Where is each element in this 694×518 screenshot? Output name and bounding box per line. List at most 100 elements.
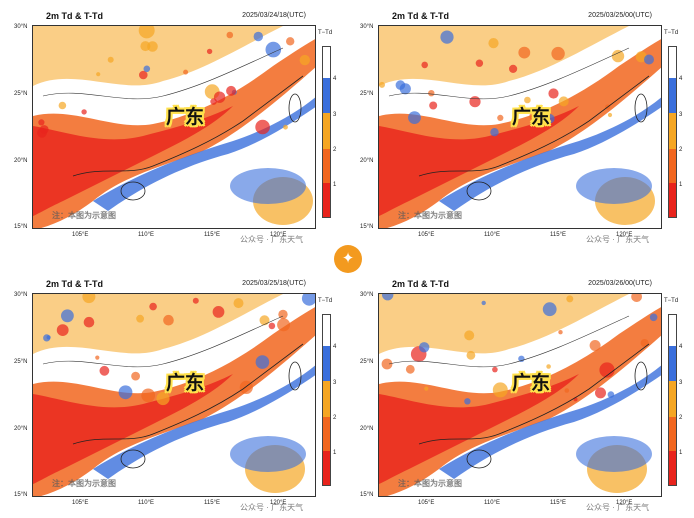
colorbar-segment <box>323 315 330 346</box>
humidity-field <box>33 374 233 484</box>
panel-date: 2025/03/25/00(UTC) <box>588 12 652 19</box>
humidity-blob <box>381 358 393 370</box>
lon-label: 110°E <box>484 232 500 238</box>
colorbar-title: T−Td <box>664 298 679 304</box>
island-outline <box>288 93 302 123</box>
colorbar-segment <box>323 47 330 78</box>
contour-line <box>388 47 630 100</box>
lat-label: 15°N <box>360 224 374 230</box>
humidity-blob <box>488 38 499 49</box>
colorbar-tick: 2 <box>333 415 337 421</box>
colorbar-tick: 2 <box>333 147 337 153</box>
humidity-field <box>93 365 315 479</box>
panel-title: 2m Td & T-Td <box>46 279 103 289</box>
humidity-blob <box>545 114 555 124</box>
humidity-blob <box>529 111 540 121</box>
humidity-blob <box>490 128 499 137</box>
map-image <box>378 25 662 229</box>
humidity-blob <box>551 46 565 61</box>
humidity-blob <box>61 309 74 323</box>
lon-label: 110°E <box>484 500 500 506</box>
humidity-blob <box>382 294 394 301</box>
island-outline <box>634 93 648 123</box>
humidity-field <box>93 97 315 211</box>
lon-label: 115°E <box>550 232 566 238</box>
humidity-blob <box>424 386 429 391</box>
humidity-blob <box>149 302 157 311</box>
humidity-blob <box>131 371 140 381</box>
humidity-blob <box>466 350 476 360</box>
lat-label: 30°N <box>14 24 28 30</box>
colorbar-segment <box>669 77 676 114</box>
watermark: 公众号 · 广东天气 <box>586 235 650 244</box>
colorbar-segment <box>323 148 330 183</box>
humidity-blob <box>649 313 658 322</box>
colorbar <box>668 46 677 218</box>
humidity-blob <box>464 398 471 405</box>
humidity-blob <box>299 54 310 66</box>
colorbar-tick: 3 <box>679 112 683 118</box>
watermark: 公众号 · 广东天气 <box>586 503 650 512</box>
humidity-blob <box>268 322 276 330</box>
humidity-blob <box>475 59 484 67</box>
lat-label: 15°N <box>14 224 28 230</box>
humidity-blob <box>107 56 114 63</box>
humidity-blob <box>139 70 148 80</box>
colorbar-segment <box>669 182 676 217</box>
humidity-blob <box>163 314 174 326</box>
humidity-blob <box>255 119 270 135</box>
humidity-field <box>230 168 306 204</box>
island-outline <box>634 361 648 391</box>
humidity-blob <box>195 382 201 388</box>
colorbar-tick: 1 <box>333 182 337 188</box>
lat-label: 30°N <box>360 24 374 30</box>
lon-label: 110°E <box>138 232 154 238</box>
humidity-blob <box>548 88 559 99</box>
humidity-blob <box>83 316 95 328</box>
humidity-blob <box>607 391 615 398</box>
lat-label: 30°N <box>14 292 28 298</box>
humidity-blob <box>213 91 226 103</box>
panel-date: 2025/03/25/18(UTC) <box>242 280 306 287</box>
colorbar <box>322 46 331 218</box>
humidity-blob <box>546 364 551 369</box>
island-outline <box>120 181 146 201</box>
humidity-blob <box>419 342 430 353</box>
humidity-field <box>379 106 579 216</box>
humidity-blob <box>492 366 498 373</box>
humidity-blob <box>286 37 295 46</box>
lon-label: 105°E <box>72 232 89 238</box>
map-panel-3: 2m Td & T-Td 2025/03/25/18(UTC) 30°N 25°… <box>0 268 342 516</box>
humidity-blob <box>46 335 51 340</box>
humidity-blob <box>206 48 213 55</box>
sparkle-icon: ✦ <box>334 245 362 273</box>
humidity-blob <box>183 69 189 75</box>
colorbar-title: T−Td <box>318 30 333 36</box>
humidity-blob <box>631 294 642 302</box>
humidity-field <box>33 26 283 86</box>
humidity-blob <box>644 54 654 65</box>
humidity-blob <box>259 315 270 326</box>
humidity-blob <box>37 127 47 138</box>
map-image <box>378 293 662 497</box>
panel-title: 2m Td & T-Td <box>46 11 103 21</box>
humidity-blob <box>265 41 282 58</box>
lat-label: 20°N <box>360 426 374 432</box>
disclaimer-note: 注：本图为示意图 <box>398 211 462 220</box>
panel-date: 2025/03/26/00(UTC) <box>588 280 652 287</box>
coastline <box>72 343 304 445</box>
humidity-blob <box>143 65 151 73</box>
humidity-blob <box>141 388 156 403</box>
lat-label: 25°N <box>14 359 28 365</box>
colorbar-tick: 4 <box>333 76 337 82</box>
lon-label: 105°E <box>418 500 435 506</box>
colorbar <box>668 314 677 486</box>
colorbar <box>322 314 331 486</box>
colorbar-tick: 2 <box>679 147 683 153</box>
colorbar-tick: 4 <box>333 344 337 350</box>
humidity-blob <box>509 64 518 73</box>
colorbar-segment <box>669 47 676 78</box>
lon-label: 115°E <box>204 500 220 506</box>
colorbar-segment <box>669 345 676 382</box>
humidity-blob <box>379 81 385 88</box>
